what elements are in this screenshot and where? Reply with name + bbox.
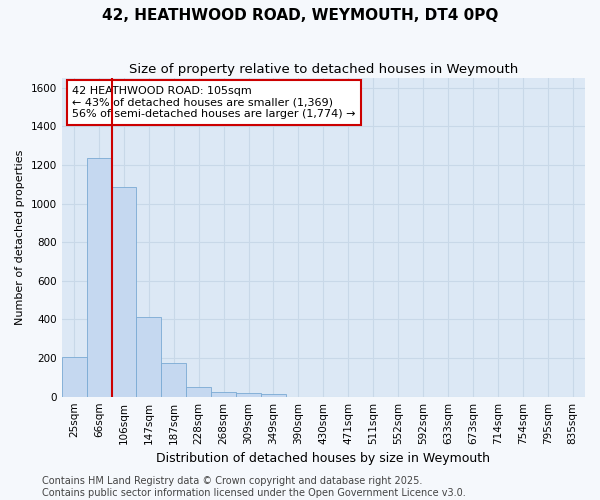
Y-axis label: Number of detached properties: Number of detached properties xyxy=(15,150,25,325)
Bar xyxy=(261,394,286,396)
Bar xyxy=(236,393,261,396)
Title: Size of property relative to detached houses in Weymouth: Size of property relative to detached ho… xyxy=(129,62,518,76)
Text: 42 HEATHWOOD ROAD: 105sqm
← 43% of detached houses are smaller (1,369)
56% of se: 42 HEATHWOOD ROAD: 105sqm ← 43% of detac… xyxy=(72,86,356,119)
Bar xyxy=(161,363,186,396)
Bar xyxy=(86,158,112,396)
Text: Contains HM Land Registry data © Crown copyright and database right 2025.
Contai: Contains HM Land Registry data © Crown c… xyxy=(42,476,466,498)
Text: 42, HEATHWOOD ROAD, WEYMOUTH, DT4 0PQ: 42, HEATHWOOD ROAD, WEYMOUTH, DT4 0PQ xyxy=(102,8,498,22)
Bar xyxy=(186,387,211,396)
X-axis label: Distribution of detached houses by size in Weymouth: Distribution of detached houses by size … xyxy=(157,452,490,465)
Bar xyxy=(136,316,161,396)
Bar xyxy=(62,357,86,397)
Bar xyxy=(112,187,136,396)
Bar xyxy=(211,392,236,396)
